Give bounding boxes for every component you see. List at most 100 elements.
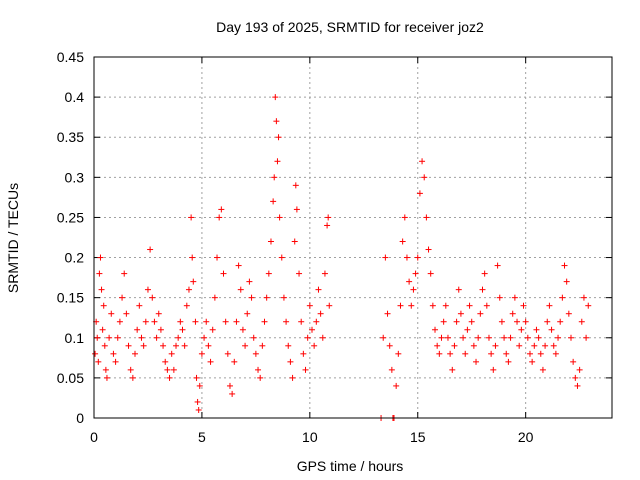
data-point [386, 342, 393, 349]
data-point [444, 334, 451, 341]
data-point [246, 278, 253, 285]
data-point [475, 334, 482, 341]
data-point [237, 286, 244, 293]
data-point [585, 302, 592, 309]
data-point [285, 342, 292, 349]
data-point [189, 254, 196, 261]
data-point [451, 342, 458, 349]
data-point [160, 342, 167, 349]
x-tick-label: 15 [410, 429, 426, 445]
data-point [308, 326, 315, 333]
data-point [425, 246, 432, 253]
data-point [92, 350, 99, 357]
data-point [462, 350, 469, 357]
data-point [94, 334, 101, 341]
data-point [97, 254, 104, 261]
data-point [114, 334, 121, 341]
data-point [216, 214, 223, 221]
data-point [138, 334, 145, 341]
data-point [153, 334, 160, 341]
data-point [183, 302, 190, 309]
data-point [548, 326, 555, 333]
data-point [477, 310, 484, 317]
data-point [302, 366, 309, 373]
data-point [198, 350, 205, 357]
data-point [103, 374, 110, 381]
data-point [397, 302, 404, 309]
data-point [503, 350, 510, 357]
data-point [211, 294, 218, 301]
data-point [192, 318, 199, 325]
data-point [580, 294, 587, 301]
data-point [535, 334, 542, 341]
data-point [561, 262, 568, 269]
data-point [175, 334, 182, 341]
data-point [416, 190, 423, 197]
data-point [177, 318, 184, 325]
data-point [190, 278, 197, 285]
data-point [110, 350, 117, 357]
data-point [119, 294, 126, 301]
data-point [129, 374, 136, 381]
data-point [193, 374, 200, 381]
data-point [140, 342, 147, 349]
data-point [490, 366, 497, 373]
data-point [195, 406, 202, 413]
data-point [188, 214, 195, 221]
data-point [565, 310, 572, 317]
data-point [304, 334, 311, 341]
data-point [384, 310, 391, 317]
y-tick-label: 0.45 [57, 49, 84, 65]
y-tick-label: 0.25 [57, 209, 84, 225]
data-point [239, 326, 246, 333]
data-point [570, 358, 577, 365]
data-point [388, 366, 395, 373]
data-point [292, 182, 299, 189]
y-tick-label: 0.4 [65, 89, 85, 105]
data-point [263, 294, 270, 301]
data-point [533, 326, 540, 333]
data-point [520, 302, 527, 309]
data-point [315, 286, 322, 293]
data-point [280, 294, 287, 301]
data-point [492, 342, 499, 349]
data-point [207, 358, 214, 365]
data-point [546, 302, 553, 309]
data-point [427, 270, 434, 277]
data-point [414, 254, 421, 261]
data-point [399, 238, 406, 245]
data-point [244, 310, 251, 317]
data-points [92, 94, 592, 421]
y-tick-label: 0 [76, 410, 84, 426]
data-point [429, 302, 436, 309]
x-axis-label: GPS time / hours [297, 458, 404, 474]
grid-lines [94, 57, 612, 418]
data-point [393, 382, 400, 389]
data-point [181, 342, 188, 349]
data-point [485, 334, 492, 341]
axis-ticks: 0 0.05 0.1 0.15 0.2 0.25 0.3 0.35 0.4 0.45 0 5 10 15 2… [57, 49, 612, 445]
data-point [507, 334, 514, 341]
data-point [102, 366, 109, 373]
data-point [201, 334, 208, 341]
data-point [229, 390, 236, 397]
data-point [464, 326, 471, 333]
data-point [134, 326, 141, 333]
data-point [453, 318, 460, 325]
data-point [559, 294, 566, 301]
data-point [494, 262, 501, 269]
data-point [121, 270, 128, 277]
data-point [233, 318, 240, 325]
data-point [106, 334, 113, 341]
data-point [524, 334, 531, 341]
data-point [488, 350, 495, 357]
data-point [421, 174, 428, 181]
data-point [460, 334, 467, 341]
data-point [179, 326, 186, 333]
data-point [149, 294, 156, 301]
data-point [222, 318, 229, 325]
data-point [555, 334, 562, 341]
data-point [440, 318, 447, 325]
data-point [432, 326, 439, 333]
data-point [583, 334, 590, 341]
